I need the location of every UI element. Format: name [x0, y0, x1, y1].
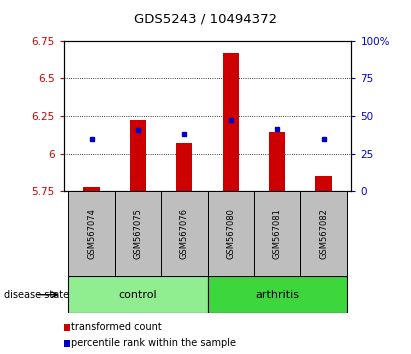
Bar: [176, 143, 192, 191]
Text: GSM567074: GSM567074: [87, 208, 96, 259]
Bar: [223, 53, 239, 191]
Bar: [208, 276, 347, 313]
Text: GSM567082: GSM567082: [319, 208, 328, 259]
Text: GSM567080: GSM567080: [226, 208, 235, 259]
Bar: [208, 191, 254, 276]
Text: GSM567076: GSM567076: [180, 208, 189, 259]
Bar: [254, 191, 300, 276]
Text: transformed count: transformed count: [71, 322, 162, 332]
Text: control: control: [119, 290, 157, 300]
Text: GDS5243 / 10494372: GDS5243 / 10494372: [134, 13, 277, 26]
Text: GSM567075: GSM567075: [134, 208, 143, 259]
Bar: [300, 191, 347, 276]
Bar: [316, 176, 332, 191]
Text: arthritis: arthritis: [255, 290, 299, 300]
Bar: [68, 276, 208, 313]
Bar: [83, 187, 100, 191]
Bar: [269, 132, 285, 191]
Text: percentile rank within the sample: percentile rank within the sample: [71, 338, 236, 348]
Bar: [161, 191, 208, 276]
Bar: [130, 120, 146, 191]
Bar: [68, 191, 115, 276]
Text: disease state: disease state: [4, 290, 69, 300]
Text: GSM567081: GSM567081: [272, 208, 282, 259]
Bar: [115, 191, 161, 276]
